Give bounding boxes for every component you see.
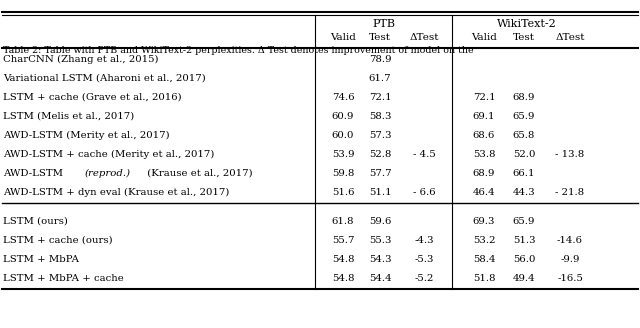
Text: 72.1: 72.1 <box>473 93 495 102</box>
Text: 61.7: 61.7 <box>369 74 391 83</box>
Text: 54.8: 54.8 <box>332 255 355 264</box>
Text: -5.2: -5.2 <box>414 274 434 283</box>
Text: (reprod.): (reprod.) <box>84 169 131 178</box>
Text: LSTM (ours): LSTM (ours) <box>3 217 68 226</box>
Text: Test: Test <box>513 33 535 43</box>
Text: -5.3: -5.3 <box>414 255 434 264</box>
Text: 68.9: 68.9 <box>473 169 495 178</box>
Text: 53.2: 53.2 <box>473 236 495 245</box>
Text: 55.3: 55.3 <box>369 236 391 245</box>
Text: Valid: Valid <box>330 33 356 43</box>
Text: 58.3: 58.3 <box>369 112 391 121</box>
Text: -9.9: -9.9 <box>560 255 580 264</box>
Text: ΔTest: ΔTest <box>409 33 439 43</box>
Text: 68.9: 68.9 <box>513 93 535 102</box>
Text: 53.8: 53.8 <box>473 150 495 159</box>
Text: 68.6: 68.6 <box>473 131 495 140</box>
Text: 65.8: 65.8 <box>513 131 535 140</box>
Text: 44.3: 44.3 <box>513 188 536 197</box>
Text: 61.8: 61.8 <box>332 217 355 226</box>
Text: AWD-LSTM (Merity et al., 2017): AWD-LSTM (Merity et al., 2017) <box>3 131 170 140</box>
Text: 51.6: 51.6 <box>332 188 355 197</box>
Text: 54.4: 54.4 <box>369 274 391 283</box>
Text: 58.4: 58.4 <box>473 255 495 264</box>
Text: WikiText-2: WikiText-2 <box>497 19 557 29</box>
Text: 69.1: 69.1 <box>473 112 495 121</box>
Text: PTB: PTB <box>372 19 395 29</box>
Text: 52.8: 52.8 <box>369 150 391 159</box>
Text: Variational LSTM (Aharoni et al., 2017): Variational LSTM (Aharoni et al., 2017) <box>3 74 205 83</box>
Text: -4.3: -4.3 <box>414 236 434 245</box>
Text: LSTM + cache (ours): LSTM + cache (ours) <box>3 236 113 245</box>
Text: (Krause et al., 2017): (Krause et al., 2017) <box>144 169 253 178</box>
Text: AWD-LSTM + dyn eval (Krause et al., 2017): AWD-LSTM + dyn eval (Krause et al., 2017… <box>3 188 229 197</box>
Text: 57.3: 57.3 <box>369 131 391 140</box>
Text: LSTM + MbPA + cache: LSTM + MbPA + cache <box>3 274 124 283</box>
Text: - 6.6: - 6.6 <box>413 188 435 197</box>
Text: 49.4: 49.4 <box>513 274 535 283</box>
Text: 65.9: 65.9 <box>513 112 535 121</box>
Text: 60.0: 60.0 <box>332 131 354 140</box>
Text: 57.7: 57.7 <box>369 169 391 178</box>
Text: 51.8: 51.8 <box>473 274 495 283</box>
Text: LSTM + cache (Grave et al., 2016): LSTM + cache (Grave et al., 2016) <box>3 93 182 102</box>
Text: 60.9: 60.9 <box>332 112 354 121</box>
Text: Test: Test <box>369 33 391 43</box>
Text: 65.9: 65.9 <box>513 217 535 226</box>
Text: - 21.8: - 21.8 <box>556 188 584 197</box>
Text: AWD-LSTM + cache (Merity et al., 2017): AWD-LSTM + cache (Merity et al., 2017) <box>3 150 214 159</box>
Text: 78.9: 78.9 <box>369 55 391 64</box>
Text: 46.4: 46.4 <box>473 188 495 197</box>
Text: CharCNN (Zhang et al., 2015): CharCNN (Zhang et al., 2015) <box>3 55 159 64</box>
Text: ΔTest: ΔTest <box>556 33 585 43</box>
Text: - 13.8: - 13.8 <box>556 150 584 159</box>
Text: 56.0: 56.0 <box>513 255 535 264</box>
Text: AWD-LSTM: AWD-LSTM <box>3 169 67 178</box>
Text: - 4.5: - 4.5 <box>413 150 435 159</box>
Text: -16.5: -16.5 <box>557 274 583 283</box>
Text: 51.3: 51.3 <box>513 236 535 245</box>
Text: LSTM (Melis et al., 2017): LSTM (Melis et al., 2017) <box>3 112 134 121</box>
Text: 52.0: 52.0 <box>513 150 535 159</box>
Text: 72.1: 72.1 <box>369 93 391 102</box>
Text: 54.8: 54.8 <box>332 274 355 283</box>
Text: 53.9: 53.9 <box>332 150 355 159</box>
Text: Valid: Valid <box>471 33 497 43</box>
Text: 69.3: 69.3 <box>473 217 495 226</box>
Text: Table 2: Table with PTB and WikiText-2 perplexities. Δ Test denotes improvement : Table 2: Table with PTB and WikiText-2 p… <box>3 46 474 55</box>
Text: 66.1: 66.1 <box>513 169 535 178</box>
Text: 51.1: 51.1 <box>369 188 391 197</box>
Text: LSTM + MbPA: LSTM + MbPA <box>3 255 79 264</box>
Text: 59.6: 59.6 <box>369 217 391 226</box>
Text: -14.6: -14.6 <box>557 236 583 245</box>
Text: 55.7: 55.7 <box>332 236 355 245</box>
Text: 54.3: 54.3 <box>369 255 391 264</box>
Text: 59.8: 59.8 <box>332 169 354 178</box>
Text: 74.6: 74.6 <box>332 93 355 102</box>
